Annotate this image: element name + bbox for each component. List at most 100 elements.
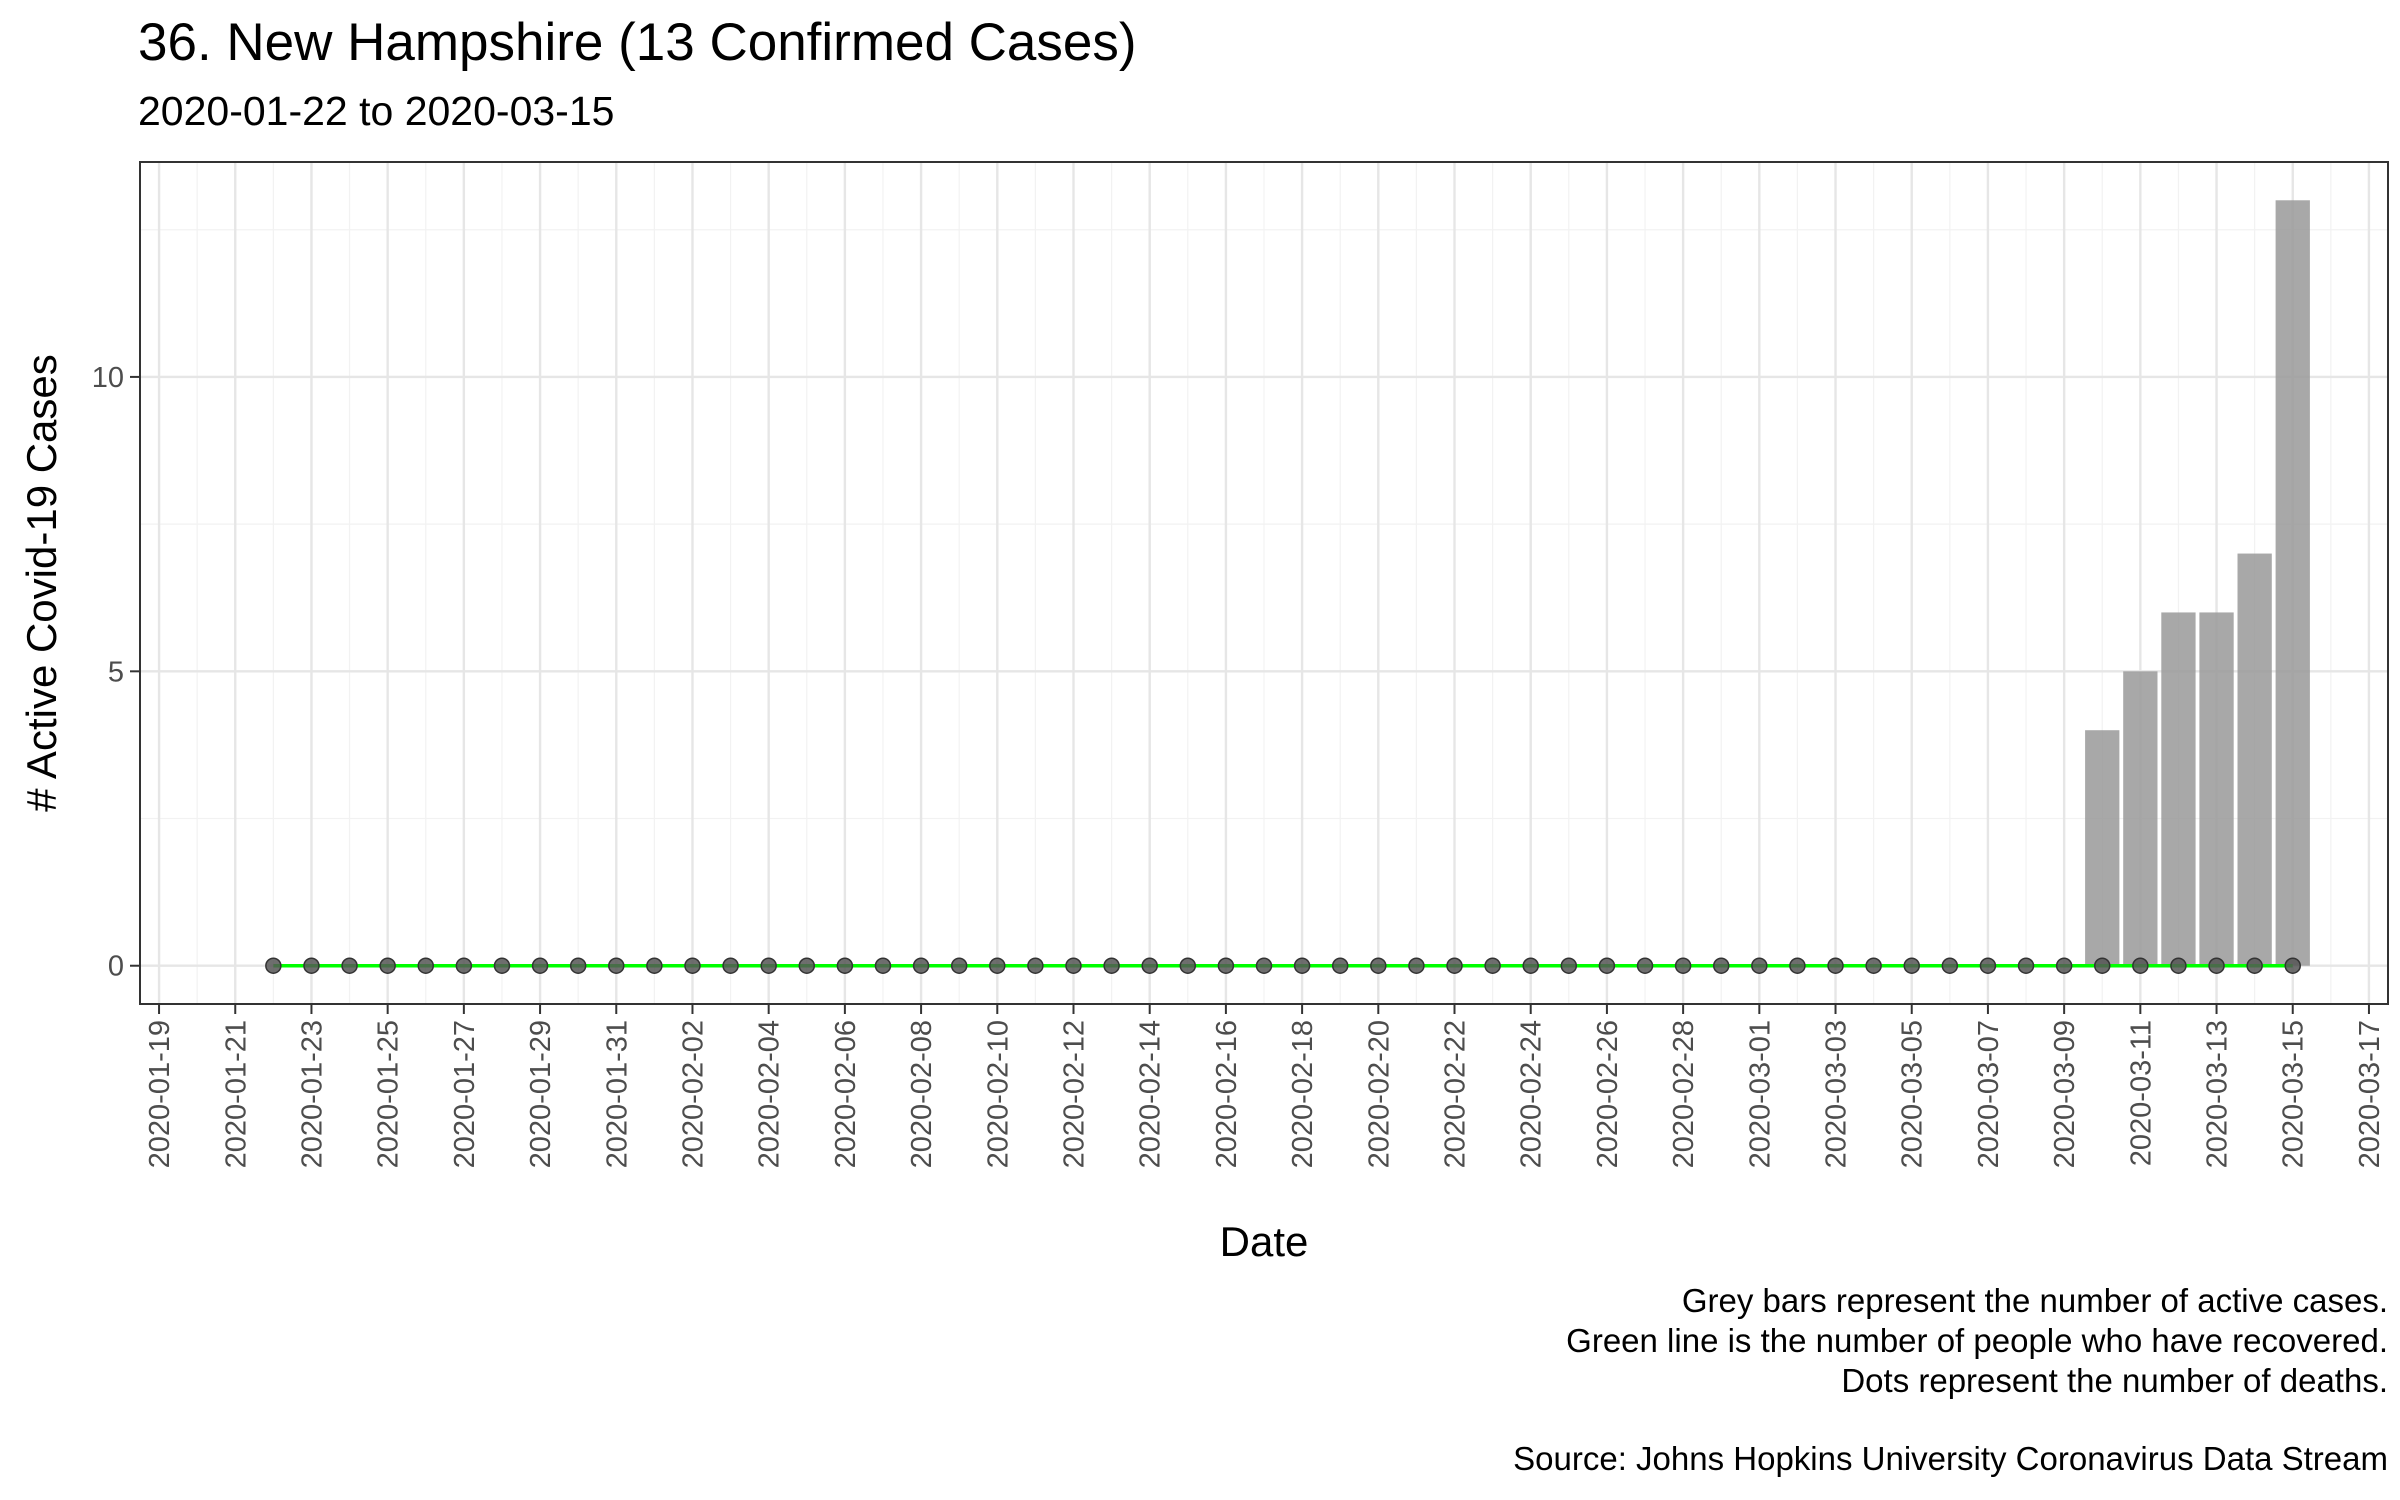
bar <box>2237 553 2272 966</box>
x-tick-label: 2020-01-31 <box>601 1020 633 1168</box>
x-tick-label: 2020-02-14 <box>1135 1020 1167 1168</box>
bar <box>2275 200 2310 966</box>
x-tick-label: 2020-03-17 <box>2354 1020 2386 1168</box>
death-dot <box>493 957 511 974</box>
x-tick-label: 2020-03-07 <box>1973 1020 2005 1168</box>
panel-border <box>139 161 2389 1005</box>
death-dot <box>1408 957 1425 974</box>
caption-bars: Grey bars represent the number of active… <box>1681 1282 2388 1319</box>
death-dot <box>646 957 663 974</box>
y-tick-label: 0 <box>108 951 124 983</box>
y-tick-label: 10 <box>92 362 124 394</box>
bar <box>2123 671 2158 966</box>
death-dot <box>1560 957 1578 974</box>
death-dots <box>265 957 2301 974</box>
death-dot <box>1217 957 1235 974</box>
death-dot <box>1636 957 1654 974</box>
x-tick-label: 2020-03-15 <box>2278 1020 2310 1168</box>
x-tick-label: 2020-03-03 <box>1821 1020 1853 1168</box>
x-tick-label: 2020-03-05 <box>1897 1020 1929 1168</box>
x-tick-label: 2020-03-13 <box>2202 1020 2234 1168</box>
death-dot <box>1674 957 1692 974</box>
x-tick-label: 2020-02-04 <box>754 1020 786 1168</box>
x-tick-label: 2020-02-22 <box>1440 1020 1472 1168</box>
death-dot <box>874 957 892 974</box>
death-dot <box>1979 957 1997 974</box>
bar <box>2199 612 2234 966</box>
x-tick-label: 2020-01-21 <box>220 1020 252 1168</box>
death-dot <box>1712 957 1730 974</box>
death-dot <box>2132 957 2149 974</box>
death-dot <box>2208 957 2225 974</box>
death-dot <box>836 957 854 974</box>
caption-dots: Dots represent the number of deaths. <box>1841 1362 2388 1399</box>
death-dot <box>1903 957 1920 974</box>
x-tick-label: 2020-01-29 <box>525 1020 557 1168</box>
death-dot <box>2055 957 2073 974</box>
death-dot <box>1827 957 1844 974</box>
death-dot <box>684 957 701 974</box>
death-dot <box>1293 957 1311 974</box>
grid <box>140 162 2388 1004</box>
death-dot <box>1751 957 1768 974</box>
chart-title: 36. New Hampshire (13 Confirmed Cases) <box>138 13 1137 72</box>
x-tick-label: 2020-03-01 <box>1744 1020 1776 1168</box>
x-tick-label: 2020-02-16 <box>1211 1020 1243 1168</box>
death-dot <box>569 957 587 974</box>
y-tick-label: 5 <box>108 656 124 688</box>
death-dot <box>1331 957 1349 974</box>
x-tick-label: 2020-02-20 <box>1363 1020 1395 1168</box>
x-tick-label: 2020-02-06 <box>830 1020 862 1168</box>
x-tick-label: 2020-02-28 <box>1668 1020 1700 1168</box>
x-tick-label: 2020-01-25 <box>373 1020 405 1168</box>
death-dot <box>798 957 816 974</box>
death-dot <box>1598 957 1616 974</box>
death-dot <box>1065 957 1082 974</box>
death-dot <box>950 957 968 974</box>
death-dot <box>1255 957 1273 974</box>
death-dot <box>1484 957 1501 974</box>
caption-line: Green line is the number of people who h… <box>1566 1322 2388 1359</box>
death-dot <box>2284 957 2301 974</box>
death-dot <box>1446 957 1463 974</box>
x-tick-label: 2020-02-18 <box>1287 1020 1319 1168</box>
death-dot <box>608 957 625 974</box>
death-dot <box>722 957 739 974</box>
death-dot <box>531 957 549 974</box>
chart-subtitle: 2020-01-22 to 2020-03-15 <box>138 88 615 134</box>
death-dot <box>303 957 320 974</box>
death-dot <box>1865 957 1882 974</box>
x-axis-title: Date <box>1220 1218 1309 1265</box>
death-dot <box>1027 957 1044 974</box>
death-dot <box>2246 957 2263 974</box>
death-dot <box>1103 957 1120 974</box>
caption-source: Source: Johns Hopkins University Coronav… <box>1513 1440 2388 1477</box>
x-tick-label: 2020-01-19 <box>144 1020 176 1168</box>
x-tick-label: 2020-02-12 <box>1058 1020 1090 1168</box>
death-dot <box>1141 957 1158 974</box>
bar <box>2161 612 2196 966</box>
death-dot <box>912 957 930 974</box>
death-dot <box>760 957 777 974</box>
death-dot <box>1789 957 1806 974</box>
death-dot <box>265 957 282 974</box>
bar <box>2085 730 2120 966</box>
death-dot <box>417 957 435 974</box>
x-tick-label: 2020-03-09 <box>2049 1020 2081 1168</box>
y-axis-title: # Active Covid-19 Cases <box>18 354 65 812</box>
death-dot <box>1522 957 1539 974</box>
x-tick-label: 2020-02-02 <box>677 1020 709 1168</box>
x-tick-label: 2020-02-24 <box>1516 1020 1548 1168</box>
death-dot <box>1941 957 1959 974</box>
x-tick-label: 2020-03-11 <box>2125 1020 2157 1166</box>
death-dot <box>2093 957 2111 974</box>
death-dot <box>455 957 473 974</box>
death-dot <box>1370 957 1387 974</box>
x-tick-label: 2020-01-23 <box>296 1020 328 1168</box>
death-dot <box>989 957 1006 974</box>
death-dot <box>341 957 358 974</box>
death-dot <box>379 957 396 974</box>
death-dot <box>2170 957 2187 974</box>
x-tick-label: 2020-02-08 <box>906 1020 938 1168</box>
